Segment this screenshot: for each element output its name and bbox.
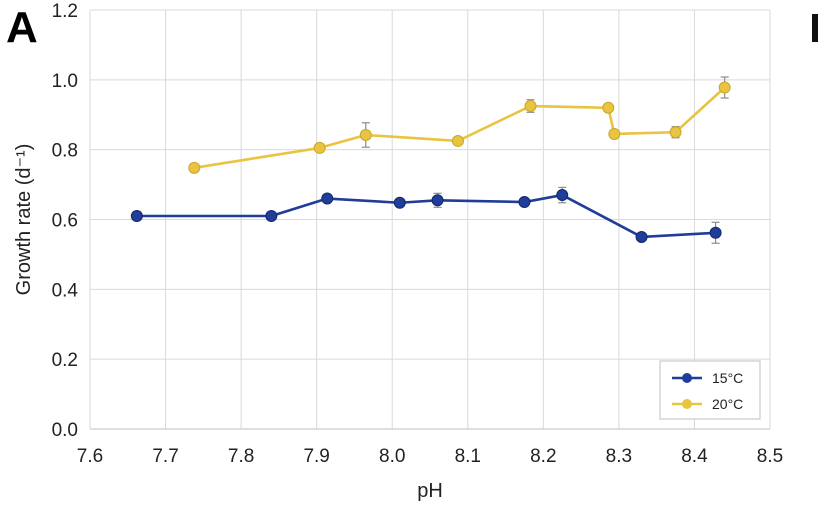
x-tick-label: 8.2: [530, 446, 556, 467]
panel-label: A: [6, 3, 38, 52]
series-points: [130, 81, 731, 243]
series-line-20C: [194, 86, 726, 170]
data-point-20C: [718, 81, 731, 94]
y-tick-label: 0.2: [52, 350, 78, 371]
data-point-15C: [556, 189, 569, 202]
y-tick-label: 0.4: [52, 280, 79, 301]
x-tick-label: 7.9: [303, 446, 329, 467]
legend-box: [659, 360, 761, 420]
data-point-20C: [669, 126, 682, 139]
legend-label-20C: 20°C: [712, 396, 743, 412]
x-tick-label: 7.7: [152, 446, 178, 467]
x-tick-label: 8.0: [379, 446, 405, 467]
y-tick-label: 0.6: [52, 211, 78, 232]
data-point-20C: [313, 141, 326, 154]
data-point-15C: [431, 194, 444, 207]
data-point-20C: [602, 101, 615, 114]
data-point-20C: [359, 129, 372, 142]
data-point-15C: [709, 226, 722, 239]
y-axis-label: Growth rate (d⁻¹): [13, 144, 35, 296]
data-point-15C: [321, 192, 334, 205]
data-point-15C: [393, 196, 406, 209]
legend-label-15C: 15°C: [712, 370, 743, 386]
series-line-15C: [136, 193, 716, 239]
data-point-15C: [130, 210, 143, 223]
y-tick-labels: 0.0 0.2 0.4 0.6 0.8 1.0 1.2: [52, 1, 79, 441]
legend-marker-15C: [682, 373, 692, 383]
series-lines: [136, 86, 726, 239]
data-point-20C: [608, 127, 621, 140]
data-point-15C: [518, 196, 531, 209]
data-point-20C: [524, 100, 537, 113]
x-tick-label: 8.1: [455, 446, 481, 467]
adjacent-panel-edge: [812, 14, 818, 42]
x-axis-label: pH: [417, 480, 443, 502]
data-point-20C: [188, 161, 201, 174]
y-tick-label: 0.8: [52, 141, 78, 162]
axes: [89, 10, 770, 430]
grid-lines: [90, 9, 771, 429]
y-tick-label: 1.2: [52, 1, 78, 22]
x-tick-label: 8.4: [681, 446, 708, 467]
legend-marker-20C: [682, 399, 692, 409]
data-point-20C: [451, 134, 464, 147]
x-tick-label: 8.3: [606, 446, 632, 467]
error-bars: [132, 76, 729, 244]
x-tick-label: 8.5: [757, 446, 783, 467]
legend: 15°C 20°C: [659, 360, 761, 420]
x-tick-label: 7.6: [77, 446, 103, 467]
data-point-15C: [265, 210, 278, 223]
x-tick-labels: 7.6 7.7 7.8 7.9 8.0 8.1 8.2 8.3 8.4 8.5: [77, 446, 783, 467]
x-tick-label: 7.8: [228, 446, 254, 467]
y-tick-label: 0.0: [52, 420, 78, 441]
data-point-15C: [635, 230, 648, 243]
y-tick-label: 1.0: [52, 71, 78, 92]
